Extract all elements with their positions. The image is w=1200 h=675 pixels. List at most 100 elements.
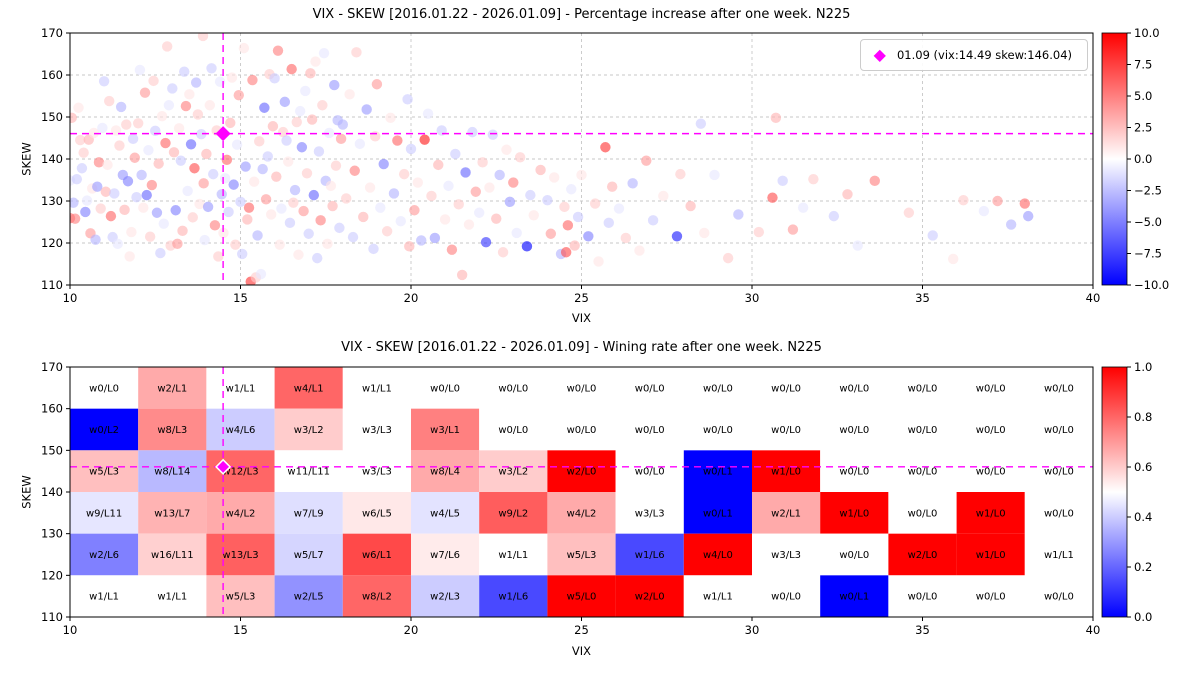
scatter-point xyxy=(354,138,366,150)
heatmap-cell-label: w0/L0 xyxy=(908,592,938,603)
heatmap-cell xyxy=(956,533,1025,576)
scatter-point xyxy=(501,144,512,155)
scatter-point xyxy=(143,144,154,156)
heatmap-cell-label: w5/L7 xyxy=(294,550,324,561)
top-colorbar-tick-label: 5.0 xyxy=(1134,89,1152,103)
heatmap-cell xyxy=(888,492,957,534)
scatter-point xyxy=(405,143,417,155)
heatmap-cell xyxy=(547,492,616,534)
scatter-point xyxy=(620,232,632,244)
top-chart-ytick-label: 110 xyxy=(41,278,63,292)
scatter-point xyxy=(136,169,147,181)
bottom-chart-ytick-label: 170 xyxy=(41,360,63,374)
scatter-point xyxy=(219,173,231,184)
heatmap-cell xyxy=(683,533,752,576)
top-colorbar-bar xyxy=(1101,32,1128,286)
heatmap-cell-label: w1/L1 xyxy=(1044,550,1074,561)
heatmap-cell-label: w1/L1 xyxy=(226,383,256,394)
heatmap-cell-label: w13/L7 xyxy=(154,508,190,519)
heatmap-cell-label: w0/L0 xyxy=(1044,592,1074,603)
scatter-point xyxy=(409,205,420,216)
scatter-point xyxy=(81,195,93,206)
scatter-point xyxy=(416,235,427,246)
bottom-chart-title: VIX - SKEW [2016.01.22 - 2026.01.09] - W… xyxy=(341,340,822,355)
scatter-point xyxy=(335,133,347,145)
scatter-point xyxy=(105,210,117,222)
heatmap-cell-label: w1/L1 xyxy=(89,592,119,603)
scatter-point xyxy=(634,245,645,256)
heatmap-cell xyxy=(479,492,548,534)
scatter-point xyxy=(293,249,304,260)
scatter-point xyxy=(542,194,553,206)
scatter-point xyxy=(337,119,348,130)
heatmap-cell-label: w0/L0 xyxy=(1044,508,1074,519)
heatmap-cell xyxy=(820,450,889,492)
heatmap-cell xyxy=(411,367,480,409)
top-chart-xtick-label: 15 xyxy=(233,291,248,305)
heatmap-cell xyxy=(1024,533,1093,576)
scatter-point xyxy=(787,224,799,235)
heatmap-cell xyxy=(888,408,957,451)
scatter-point xyxy=(151,207,163,218)
heatmap-cell-label: w4/L2 xyxy=(567,508,597,519)
top-chart-xtick-label: 40 xyxy=(1086,291,1101,305)
heatmap-cell-label: w1/L0 xyxy=(771,467,801,478)
scatter-point xyxy=(131,192,142,203)
scatter-point xyxy=(576,169,587,181)
top-chart-ytick-label: 140 xyxy=(41,152,63,166)
scatter-point xyxy=(695,118,707,129)
scatter-point xyxy=(869,175,880,187)
scatter-point xyxy=(274,239,285,250)
scatter-point xyxy=(70,213,81,224)
scatter-point xyxy=(312,252,323,264)
scatter-point xyxy=(419,134,430,145)
heatmap-cell xyxy=(820,533,889,576)
heatmap-cell-label: w0/L0 xyxy=(908,508,938,519)
scatter-point xyxy=(182,185,193,197)
scatter-point xyxy=(291,116,302,128)
heatmap-cell xyxy=(479,575,548,617)
heatmap-cell xyxy=(615,408,684,451)
scatter-point xyxy=(504,196,516,208)
scatter-point xyxy=(947,253,959,265)
heatmap-cell xyxy=(206,367,275,409)
top-chart-xtick-label: 30 xyxy=(745,291,760,305)
scatter-point xyxy=(139,87,151,98)
scatter-point xyxy=(443,180,454,192)
scatter-point xyxy=(317,100,328,111)
top-chart-ytick-label: 170 xyxy=(41,26,63,40)
heatmap-cell-label: w7/L9 xyxy=(294,508,324,519)
heatmap-cell xyxy=(752,533,821,576)
scatter-point xyxy=(306,114,318,125)
heatmap-cell xyxy=(547,408,616,451)
heatmap-cell-label: w0/L2 xyxy=(89,425,119,436)
scatter-point xyxy=(109,188,120,199)
scatter-point xyxy=(121,119,132,130)
scatter-point xyxy=(114,140,125,151)
scatter-point xyxy=(392,135,403,146)
heatmap-cell xyxy=(683,450,752,492)
scatter-point xyxy=(288,197,299,208)
scatter-point xyxy=(777,175,788,187)
bottom-chart-xtick-label: 10 xyxy=(63,623,78,637)
heatmap-cell-label: w3/L3 xyxy=(635,508,665,519)
top-colorbar-tick-label: 10.0 xyxy=(1134,26,1160,40)
heatmap-cell-label: w3/L2 xyxy=(294,425,324,436)
scatter-point xyxy=(225,117,236,129)
heatmap-cell xyxy=(547,450,616,492)
scatter-point xyxy=(433,159,444,171)
scatter-point xyxy=(127,133,139,145)
heatmap-cell-label: w1/L0 xyxy=(839,508,869,519)
heatmap-cell-label: w8/L4 xyxy=(430,467,460,478)
heatmap-cell-label: w1/L6 xyxy=(635,550,665,561)
scatter-point xyxy=(112,238,123,250)
heatmap-cell xyxy=(411,450,480,492)
scatter-point xyxy=(1023,210,1034,222)
scatter-point xyxy=(213,251,224,262)
scatter-point xyxy=(395,215,406,227)
scatter-point xyxy=(325,180,337,192)
scatter-point xyxy=(265,209,277,220)
scatter-point xyxy=(305,68,316,79)
